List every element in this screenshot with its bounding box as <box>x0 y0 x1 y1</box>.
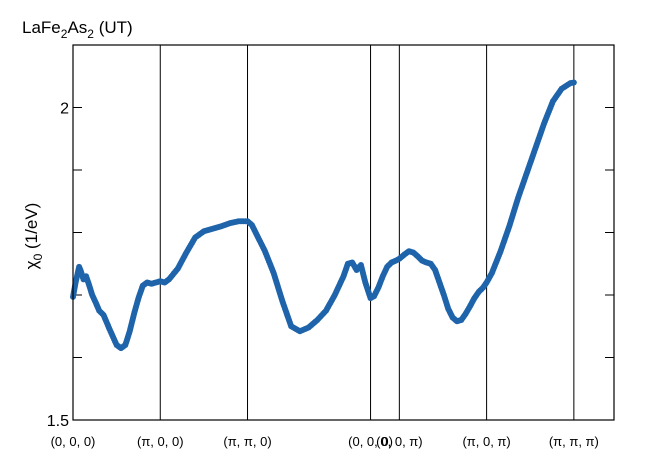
y-tick-label: 1.5 <box>47 413 69 430</box>
x-tick-label: (π, 0, π) <box>462 434 510 449</box>
data-point <box>570 79 577 86</box>
x-tick-labels: (0, 0, 0) (π, 0, 0) (π, π, 0) (0, 0, 0)(0, … <box>51 434 599 449</box>
y-tick-label: 2 <box>60 101 69 118</box>
chart-title-mid: As <box>67 18 87 37</box>
chart-title: LaFe2As2 (UT) <box>22 18 133 41</box>
y-axis-label-tail: (1/eV) <box>22 203 41 254</box>
chart-title-sub2: 2 <box>87 27 94 41</box>
y-axis-label-main: χ <box>22 260 41 269</box>
y-ticks: 1.52 <box>47 101 614 430</box>
x-tick-label: (π, π, π) <box>549 434 599 449</box>
x-tick-label: (0, 0, 0) <box>51 434 96 449</box>
x-tick-label: (π, 0, 0) <box>137 434 184 449</box>
y-axis-label-sub: 0 <box>31 253 45 260</box>
x-tick-label: (0, 0, π) <box>376 434 423 449</box>
chart-title-tail: (UT) <box>94 18 133 37</box>
x-tick-label: (0, 0, 0) <box>348 434 393 449</box>
y-axis-label: χ0 (1/eV) <box>22 203 45 270</box>
x-tick-label: (π, π, 0) <box>223 434 271 449</box>
kpoint-lines <box>159 45 575 420</box>
plot-frame <box>72 44 615 421</box>
data-points <box>70 79 577 352</box>
chart-title-main: LaFe <box>22 18 61 37</box>
chart-title-sub1: 2 <box>61 27 68 41</box>
